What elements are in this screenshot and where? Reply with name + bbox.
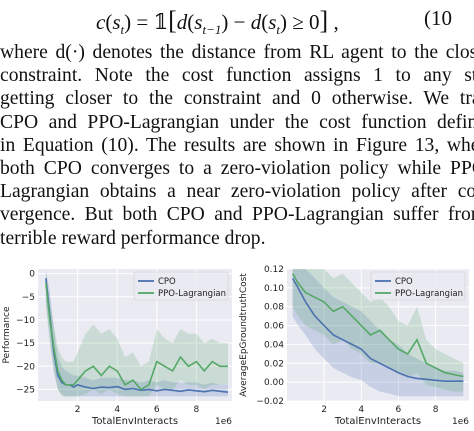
y-axis-label: Performance	[2, 306, 12, 363]
y-tick-label: 0.04	[264, 340, 284, 350]
y-tick-label: 0.12	[264, 265, 284, 275]
legend-label: CPO	[395, 277, 413, 287]
paragraph-line: Lagrangian obtains a near zero-violation…	[0, 181, 474, 203]
y-tick-label: 0	[29, 270, 35, 280]
confidence-band-ppo	[45, 273, 229, 397]
groundtruth-cost-chart: 2 4 6 8 0.12 0.10 0.08 0.06 0.04 0.02 0.00 −0.02 CPO…	[239, 265, 469, 427]
y-axis-label: AverageEpGroundtruthCost	[239, 273, 249, 397]
y-tick-label: 0.00	[264, 378, 284, 388]
y-tick-label: −25	[16, 385, 35, 395]
x-multiplier-label: 1e6	[452, 417, 469, 427]
legend-label: PPO-Lagrangian	[158, 289, 226, 299]
paragraph-line: getting closer to the constraint and 0 o…	[0, 88, 474, 110]
legend: CPO PPO-Lagrangian	[133, 271, 229, 301]
x-axis-label: TotalEnvInteracts	[334, 416, 421, 427]
paragraph-line: in Equation (10). The results are shown …	[0, 134, 474, 156]
x-tick-label: 2	[75, 405, 81, 415]
confidence-band-ppo	[292, 269, 464, 392]
y-tick-label: 0.02	[264, 359, 284, 369]
paragraph-line: constraint. Note the cost function assig…	[0, 65, 474, 87]
confidence-band-cpo	[292, 269, 464, 397]
y-tick-label: −20	[16, 362, 35, 372]
legend-box	[370, 271, 466, 301]
legend-box	[133, 271, 229, 301]
x-tick-label: 2	[321, 405, 327, 415]
performance-chart: 2 4 6 8 0 −5 −10 −15 −20 −25 CPO PPO-Lagrangian Tota…	[2, 269, 232, 427]
series-line-ppo	[45, 282, 228, 391]
equation-body: c(st) = 𝟙[d(st−1) − d(st) ≥ 0] ,	[96, 6, 339, 38]
paragraph-line: vergence. But both CPO and PPO-Lagrangia…	[0, 204, 474, 226]
legend-label: PPO-Lagrangian	[395, 289, 463, 299]
series-line-cpo	[291, 277, 464, 382]
equation: c(st) = 𝟙[d(st−1) − d(st) ≥ 0] , (10	[0, 4, 474, 40]
x-tick-label: 8	[433, 405, 439, 415]
y-tick-label: −5	[22, 293, 35, 303]
paragraph-line: terrible reward performance drop.	[0, 227, 266, 249]
y-tick-label: 0.06	[264, 322, 284, 332]
x-axis-label: TotalEnvInteracts	[91, 416, 178, 427]
paragraph-line: CPO and PPO-Lagrangian under the cost fu…	[0, 111, 474, 133]
figure-13: 2 4 6 8 0 −5 −10 −15 −20 −25 CPO PPO-Lagrangian Tota…	[0, 262, 474, 431]
paragraph-line: both CPO converges to a zero-violation p…	[0, 157, 474, 179]
x-tick-label: 4	[114, 405, 120, 415]
paragraph-line: where d(·) denotes the distance from RL …	[0, 42, 474, 63]
y-tick-label: −15	[16, 339, 35, 349]
body-paragraph: where d(·) denotes the distance from RL …	[0, 41, 474, 250]
equation-number: (10	[424, 6, 452, 30]
y-tick-label: −0.02	[256, 397, 284, 407]
legend-label: CPO	[158, 277, 176, 287]
x-tick-label: 6	[396, 405, 402, 415]
y-tick-label: −10	[16, 316, 35, 326]
y-tick-label: 0.08	[264, 303, 284, 313]
x-tick-label: 8	[194, 405, 200, 415]
x-multiplier-label: 1e6	[215, 417, 232, 427]
legend: CPO PPO-Lagrangian	[370, 271, 466, 301]
x-tick-label: 6	[154, 405, 160, 415]
y-tick-label: 0.10	[264, 284, 284, 294]
x-tick-label: 4	[358, 405, 364, 415]
series-line-ppo	[291, 273, 464, 378]
